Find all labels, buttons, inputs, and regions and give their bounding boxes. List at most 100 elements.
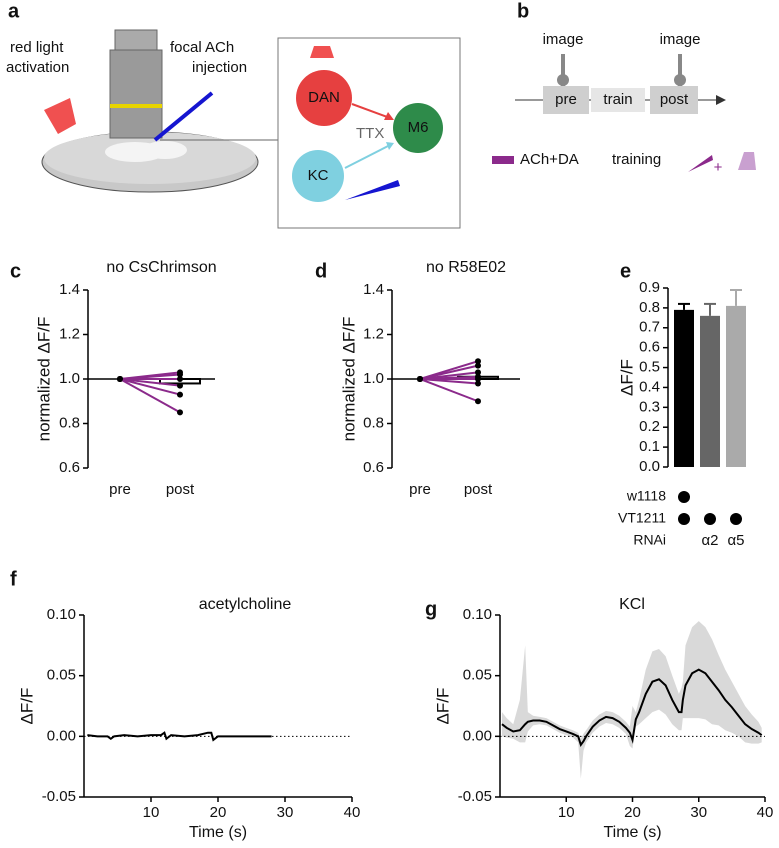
x-tick-label: pre — [109, 481, 131, 498]
genotype-label: VT1211 — [618, 510, 666, 526]
point — [177, 382, 183, 389]
x-tick-label: 20 — [624, 804, 641, 821]
y-tick-label: 0.1 — [639, 438, 660, 455]
diagram-a: red light activation focal ACh injection… — [6, 29, 461, 229]
chart-title: no CsChrimson — [106, 259, 216, 276]
arrow-head — [384, 112, 394, 120]
drug-label: TTX — [356, 125, 384, 142]
image-label: image — [543, 31, 584, 48]
y-tick-label: 1.0 — [59, 370, 80, 387]
pipette-icon — [688, 155, 713, 172]
light-icon — [738, 152, 756, 170]
y-tick-label: 1.4 — [59, 281, 80, 298]
legend-swatch — [492, 156, 514, 164]
legend-label: training — [612, 151, 661, 168]
step-box — [543, 86, 589, 114]
x-tick-label: 10 — [558, 804, 575, 821]
x-tick-label: post — [464, 481, 493, 498]
x-tick-label: 30 — [690, 804, 707, 821]
line — [501, 668, 763, 748]
node-label: M6 — [408, 119, 429, 136]
legend-label: ACh+DA — [520, 151, 579, 168]
panel-label: e — [620, 260, 631, 282]
point — [475, 369, 481, 376]
y-tick-label: 1.0 — [363, 370, 384, 387]
y-tick-label: 0.0 — [639, 458, 660, 475]
point — [475, 398, 481, 405]
pair-line — [419, 378, 479, 403]
y-tick-label: 0.10 — [463, 606, 492, 623]
timeline-head — [716, 95, 726, 105]
y-tick-label: 0.7 — [639, 319, 660, 336]
chart-title: acetylcholine — [199, 596, 292, 613]
point — [475, 380, 481, 387]
genotype-dot — [730, 513, 742, 525]
point — [417, 376, 423, 382]
objective-top — [114, 29, 158, 51]
diagram-b: image image pre train post ACh+DA traini… — [492, 31, 756, 176]
y-tick-label: 0.8 — [59, 414, 80, 431]
y-axis-label: normalized ΔF/F — [34, 317, 53, 442]
bar — [674, 309, 694, 467]
y-tick-label: 0.9 — [639, 279, 660, 296]
step-label: post — [660, 91, 689, 108]
line — [87, 731, 272, 742]
panel-label: c — [10, 260, 21, 282]
y-tick-label: 1.4 — [363, 281, 384, 298]
chart-title: no R58E02 — [426, 259, 506, 276]
x-tick-label: post — [166, 481, 195, 498]
y-axis-label: ΔF/F — [433, 688, 452, 725]
step-box — [650, 86, 698, 114]
arrow-head — [386, 142, 394, 150]
step-label: train — [603, 91, 632, 108]
pair-line — [119, 378, 181, 414]
arrow — [344, 144, 391, 169]
point — [475, 358, 481, 365]
panel-label: f — [10, 568, 17, 590]
x-tick-label: 20 — [210, 804, 227, 821]
node-dan — [296, 70, 352, 126]
pair-line — [419, 364, 479, 380]
y-tick-label: 0.05 — [463, 667, 492, 684]
panel-label: b — [517, 0, 529, 22]
y-tick-label: 0.6 — [363, 459, 384, 476]
point — [177, 409, 183, 416]
node-label: KC — [308, 167, 329, 184]
node-m6 — [393, 103, 443, 153]
y-tick-label: 0.00 — [463, 727, 492, 744]
injection-label: focal ACh — [170, 39, 234, 56]
x-tick-label: 40 — [344, 804, 361, 821]
y-tick-label: 0.10 — [47, 606, 76, 623]
point — [475, 362, 481, 369]
light-label: red light — [10, 39, 64, 56]
y-tick-label: 0.6 — [639, 339, 660, 356]
genotype-dot — [704, 513, 716, 525]
x-tick-label: 30 — [277, 804, 294, 821]
y-axis-label: ΔF/F — [617, 359, 636, 396]
y-tick-label: 0.4 — [639, 378, 660, 395]
legend-plus: + — [714, 159, 723, 176]
step-box — [591, 88, 645, 112]
x-tick-label: α2 — [701, 532, 718, 549]
y-tick-label: 0.2 — [639, 418, 660, 435]
image-marker — [674, 74, 686, 86]
y-tick-label: 0.8 — [639, 299, 660, 316]
light-source — [44, 98, 76, 134]
panel-label: g — [425, 598, 437, 620]
genotype-dot — [678, 513, 690, 525]
pipette-icon — [345, 180, 400, 200]
genotype-label: RNAi — [633, 532, 666, 548]
point — [177, 391, 183, 398]
point — [475, 376, 481, 382]
pair-line — [419, 378, 479, 385]
node-kc — [292, 150, 344, 202]
y-tick-label: 0.5 — [639, 359, 660, 376]
pipette — [153, 91, 214, 142]
point — [117, 376, 123, 382]
point — [177, 376, 183, 382]
chart-title: KCl — [619, 596, 645, 613]
y-tick-label: 0.00 — [47, 727, 76, 744]
y-tick-label: 0.05 — [47, 667, 76, 684]
objective-band — [110, 104, 162, 108]
